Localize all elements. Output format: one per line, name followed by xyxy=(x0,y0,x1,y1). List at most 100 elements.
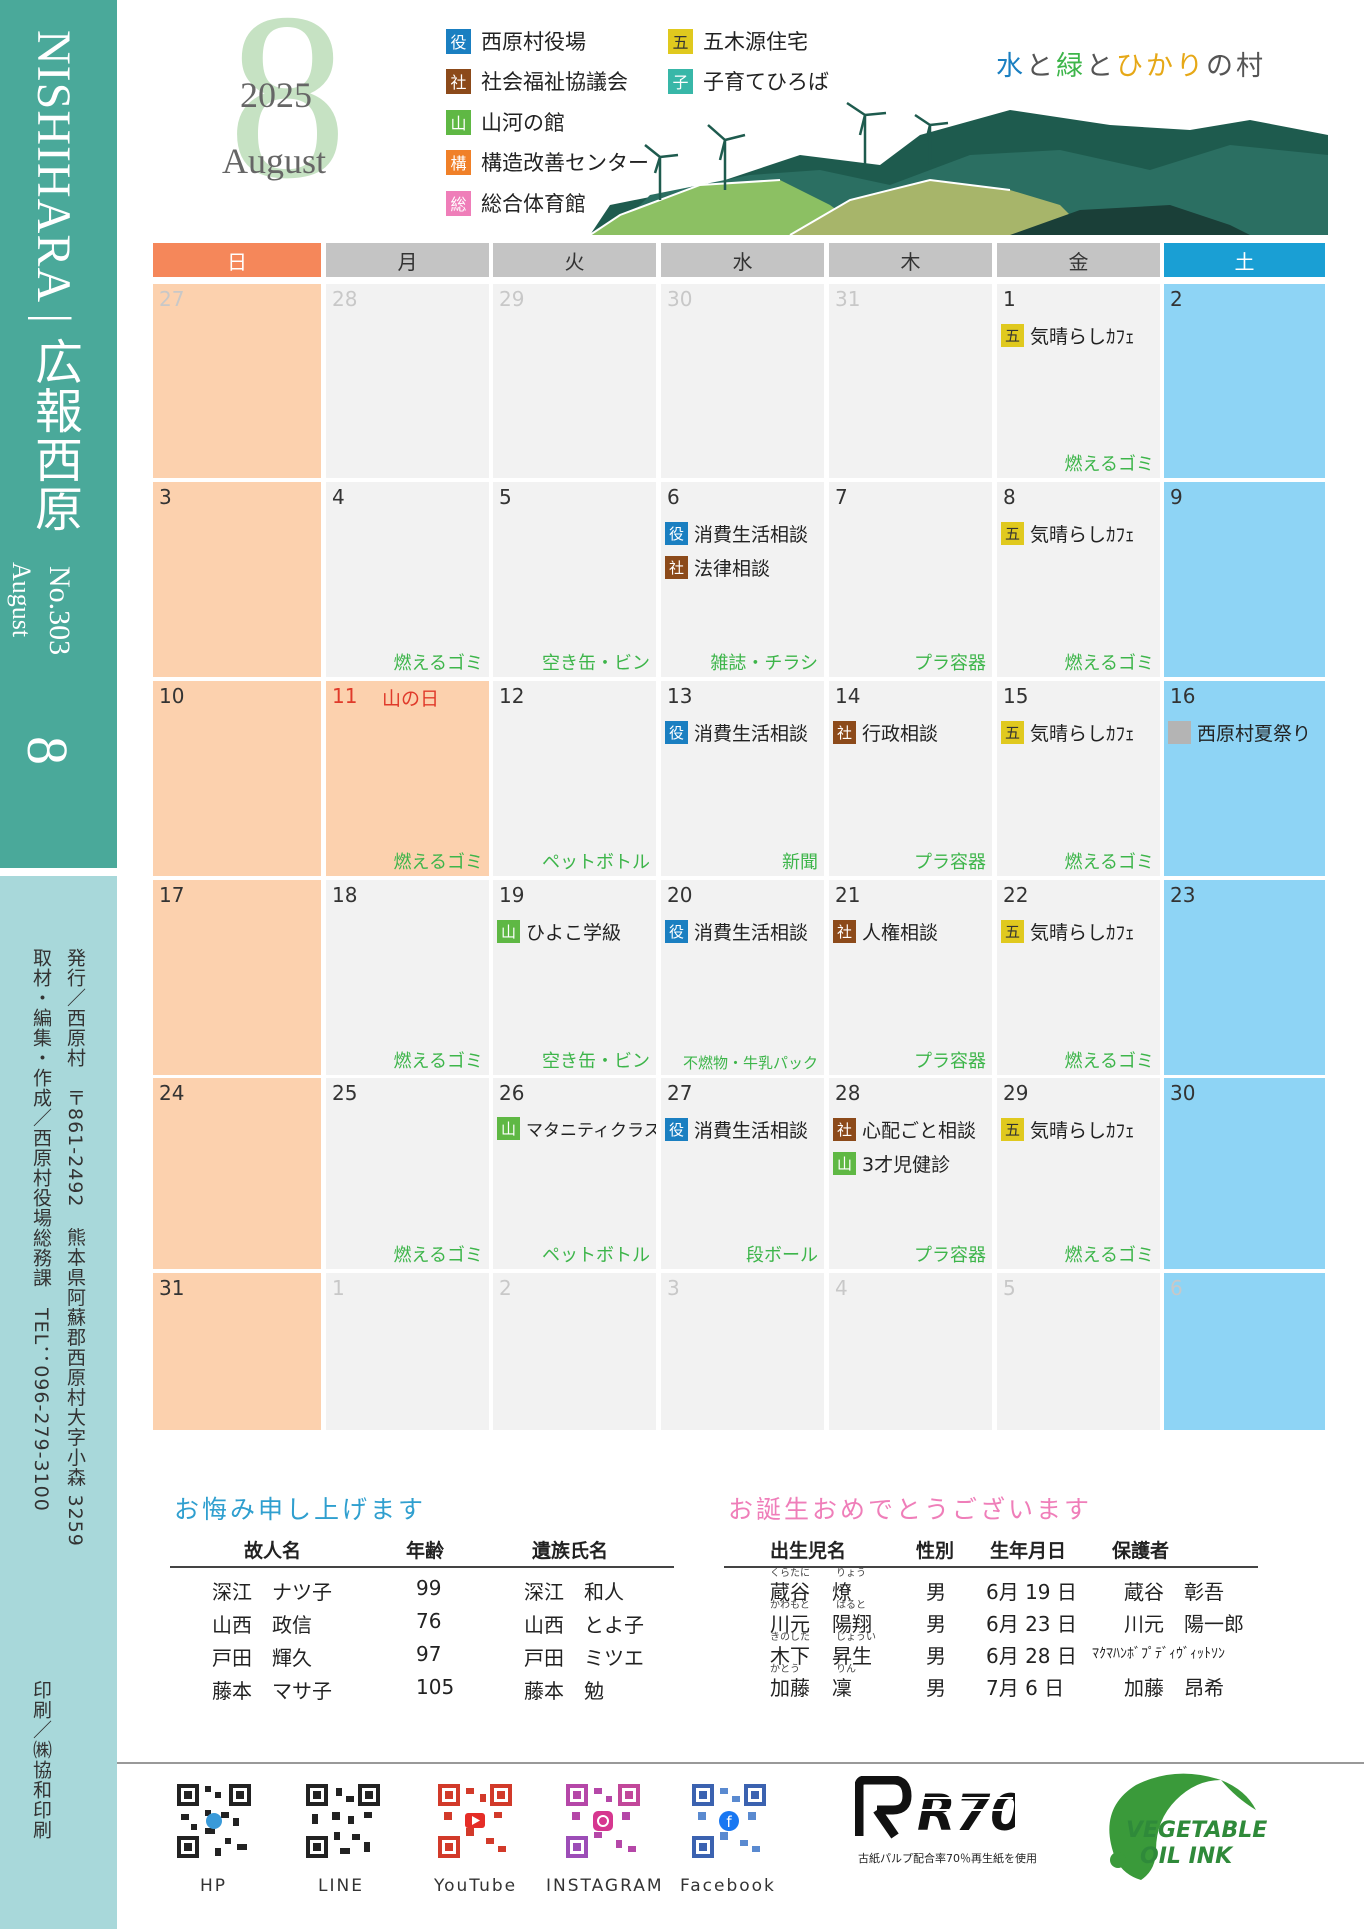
day-number: 19 xyxy=(499,883,525,907)
calendar-day-cell[interactable]: 28 社心配ごと相談山 3才児健診 プラ容器 xyxy=(829,1078,992,1269)
calendar-event[interactable]: 五気晴らしｶﾌｪ xyxy=(1001,719,1135,746)
calendar-event[interactable]: 山 3才児健診 xyxy=(833,1150,950,1177)
calendar-day-cell[interactable]: 6 役消費生活相談社法律相談 雑誌・チラシ xyxy=(661,482,824,677)
footer-divider xyxy=(117,1762,1364,1764)
calendar-event[interactable]: 西原村夏祭り xyxy=(1168,719,1311,746)
calendar-event[interactable]: 五気晴らしｶﾌｪ xyxy=(1001,520,1135,547)
guardian-name: 川元 陽一郎 xyxy=(1124,1612,1244,1636)
calendar-event[interactable]: 役消費生活相談 xyxy=(665,719,808,746)
legend-item: 山山河の館 xyxy=(446,107,565,137)
day-number: 3 xyxy=(159,485,172,509)
wind-turbine-icon xyxy=(644,101,949,200)
legend-item: 社社会福祉協議会 xyxy=(446,66,628,96)
calendar-day-cell[interactable]: 28 xyxy=(326,284,489,478)
hp-label[interactable]: HP xyxy=(200,1876,228,1896)
instagram-label[interactable]: INSTAGRAM xyxy=(546,1876,664,1896)
calendar-day-cell[interactable]: 4 xyxy=(829,1273,992,1430)
calendar-event[interactable]: 五気晴らしｶﾌｪ xyxy=(1001,1116,1135,1143)
garbage-collection-label: プラ容器 xyxy=(914,852,986,873)
calendar-day-cell[interactable]: 30 xyxy=(1164,1078,1325,1269)
calendar-day-cell[interactable]: 26 山マタニティクラス ペットボトル xyxy=(493,1078,656,1269)
calendar-day-cell[interactable]: 2 xyxy=(493,1273,656,1430)
youtube-qr-code[interactable] xyxy=(436,1782,514,1860)
calendar-day-cell[interactable]: 25 燃えるゴミ xyxy=(326,1078,489,1269)
sex-header: 性別 xyxy=(916,1540,955,1562)
calendar-day-cell[interactable]: 6 xyxy=(1164,1273,1325,1430)
calendar-event[interactable]: 社行政相談 xyxy=(833,719,938,746)
legend-item: 役西原村役場 xyxy=(446,26,586,56)
sex: 男 xyxy=(926,1676,946,1700)
calendar-day-cell[interactable]: 27 xyxy=(153,284,321,478)
calendar-event[interactable]: 山ひよこ学級 xyxy=(497,918,621,945)
legend-item: 子子育てひろば xyxy=(668,66,829,96)
facility-badge xyxy=(1168,721,1191,744)
calendar-event[interactable]: 五気晴らしｶﾌｪ xyxy=(1001,322,1135,349)
age: 97 xyxy=(416,1642,442,1666)
line-label[interactable]: LINE xyxy=(318,1876,364,1896)
deceased-name: 深江 ナツ子 xyxy=(212,1580,332,1604)
calendar-day-cell[interactable]: 21 社人権相談 プラ容器 xyxy=(829,880,992,1075)
facility-badge: 山 xyxy=(446,109,471,135)
given-name-ruby: じょうい xyxy=(836,1632,876,1643)
calendar-day-cell[interactable]: 1 五気晴らしｶﾌｪ 燃えるゴミ xyxy=(997,284,1160,478)
calendar-day-cell[interactable]: 30 xyxy=(661,284,824,478)
day-number: 27 xyxy=(667,1081,693,1105)
calendar-day-cell[interactable]: 8 五気晴らしｶﾌｪ 燃えるゴミ xyxy=(997,482,1160,677)
calendar-day-cell[interactable]: 3 xyxy=(153,482,321,677)
calendar-day-cell[interactable]: 31 xyxy=(829,284,992,478)
calendar-day-cell[interactable]: 1 xyxy=(326,1273,489,1430)
calendar-event[interactable]: 社人権相談 xyxy=(833,918,938,945)
calendar-day-cell[interactable]: 5 空き缶・ビン xyxy=(493,482,656,677)
calendar-day-cell[interactable]: 13 役消費生活相談 新聞 xyxy=(661,681,824,876)
mountain-landscape-illustration xyxy=(590,101,1328,235)
calendar-event[interactable]: 社法律相談 xyxy=(665,554,770,581)
line-qr-code[interactable] xyxy=(304,1782,382,1860)
calendar-day-cell[interactable]: 14 社行政相談 プラ容器 xyxy=(829,681,992,876)
hp-qr-code[interactable] xyxy=(175,1782,253,1860)
calendar-day-cell[interactable]: 11 山の日 燃えるゴミ xyxy=(326,681,489,876)
condolences-title: お悔み申し上げます xyxy=(174,1495,427,1524)
calendar-day-cell[interactable]: 16 西原村夏祭り xyxy=(1164,681,1325,876)
calendar-event[interactable]: 役消費生活相談 xyxy=(665,1116,808,1143)
calendar-day-cell[interactable]: 5 xyxy=(997,1273,1160,1430)
facebook-qr-code[interactable]: f xyxy=(690,1782,768,1860)
calendar-day-cell[interactable]: 20 役消費生活相談 不燃物・牛乳パック xyxy=(661,880,824,1075)
child-surname: 木下 xyxy=(770,1644,810,1668)
calendar-day-cell[interactable]: 3 xyxy=(661,1273,824,1430)
calendar-event[interactable]: 役消費生活相談 xyxy=(665,918,808,945)
calendar-day-cell[interactable]: 29 xyxy=(493,284,656,478)
day-number: 12 xyxy=(499,684,525,708)
calendar-event[interactable]: 社心配ごと相談 xyxy=(833,1116,976,1143)
day-number: 9 xyxy=(1170,485,1183,509)
calendar-day-cell[interactable]: 19 山ひよこ学級 空き缶・ビン xyxy=(493,880,656,1075)
calendar-day-cell[interactable]: 23 xyxy=(1164,880,1325,1075)
calendar-day-cell[interactable]: 7 プラ容器 xyxy=(829,482,992,677)
calendar-day-cell[interactable]: 22 五気晴らしｶﾌｪ 燃えるゴミ xyxy=(997,880,1160,1075)
facility-badge: 山 xyxy=(497,920,520,943)
calendar-day-cell[interactable]: 18 燃えるゴミ xyxy=(326,880,489,1075)
calendar-event[interactable]: 役消費生活相談 xyxy=(665,520,808,547)
calendar-event[interactable]: 五気晴らしｶﾌｪ xyxy=(1001,918,1135,945)
calendar-day-cell[interactable]: 27 役消費生活相談 段ボール xyxy=(661,1078,824,1269)
calendar-day-cell[interactable]: 29 五気晴らしｶﾌｪ 燃えるゴミ xyxy=(997,1078,1160,1269)
day-number: 27 xyxy=(159,287,185,311)
facebook-label[interactable]: Facebook xyxy=(680,1876,776,1896)
child-surname: 川元 xyxy=(770,1612,810,1636)
day-number: 5 xyxy=(499,485,512,509)
calendar-day-cell[interactable]: 9 xyxy=(1164,482,1325,677)
calendar-day-cell[interactable]: 10 xyxy=(153,681,321,876)
calendar-event[interactable]: 山マタニティクラス xyxy=(497,1116,656,1141)
calendar-day-cell[interactable]: 17 xyxy=(153,880,321,1075)
calendar-day-cell[interactable]: 12 ペットボトル xyxy=(493,681,656,876)
calendar-day-cell[interactable]: 2 xyxy=(1164,284,1325,478)
garbage-collection-label: プラ容器 xyxy=(914,653,986,674)
given-name-ruby: りん xyxy=(836,1664,856,1675)
instagram-qr-code[interactable] xyxy=(564,1782,642,1860)
calendar-day-cell[interactable]: 24 xyxy=(153,1078,321,1269)
day-number: 28 xyxy=(332,287,358,311)
youtube-label[interactable]: YouTube xyxy=(434,1876,518,1896)
calendar-day-cell[interactable]: 4 燃えるゴミ xyxy=(326,482,489,677)
calendar-day-cell[interactable]: 15 五気晴らしｶﾌｪ 燃えるゴミ xyxy=(997,681,1160,876)
calendar-day-cell[interactable]: 31 xyxy=(153,1273,321,1430)
side-band-top xyxy=(0,0,117,868)
